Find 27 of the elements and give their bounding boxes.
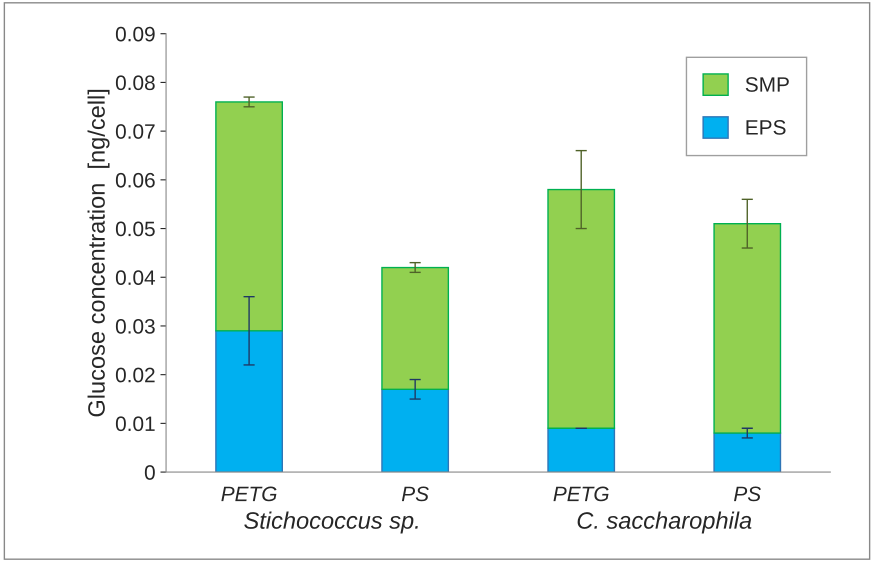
- y-tick-label: 0.02: [116, 368, 155, 382]
- bar: [381, 266, 450, 390]
- bar: [713, 432, 782, 472]
- x-tick-label: PS: [734, 486, 761, 502]
- y-tick-label: 0.04: [116, 270, 156, 286]
- x-tick-label: PS: [402, 486, 429, 502]
- y-tick-label: 0.08: [116, 75, 155, 90]
- y-axis-title: Glucose concentration [ng/cell]: [88, 90, 110, 416]
- y-tick-label: 0.01: [116, 416, 155, 432]
- bar: [215, 330, 283, 472]
- y-tick-label: 0.05: [116, 222, 155, 236]
- bar: [547, 428, 616, 472]
- y-tick-label: 0.07: [116, 124, 155, 139]
- text: Stichococcus sp.: [244, 512, 418, 534]
- bar: [381, 388, 450, 472]
- bar: [713, 222, 782, 434]
- text: C. saccharophila: [578, 512, 752, 534]
- bar: [547, 188, 616, 429]
- legend-label: EPS: [746, 120, 786, 135]
- x-tick-label: PETG: [553, 486, 609, 502]
- legend-label: SMP: [746, 77, 789, 92]
- y-tick-label: 0.09: [116, 26, 155, 42]
- y-tick-label: 0.06: [116, 172, 155, 188]
- bar: [215, 101, 283, 332]
- y-tick-label: 0.03: [116, 318, 155, 334]
- y-tick-label: 0: [144, 465, 155, 480]
- x-tick-label: PETG: [221, 486, 277, 502]
